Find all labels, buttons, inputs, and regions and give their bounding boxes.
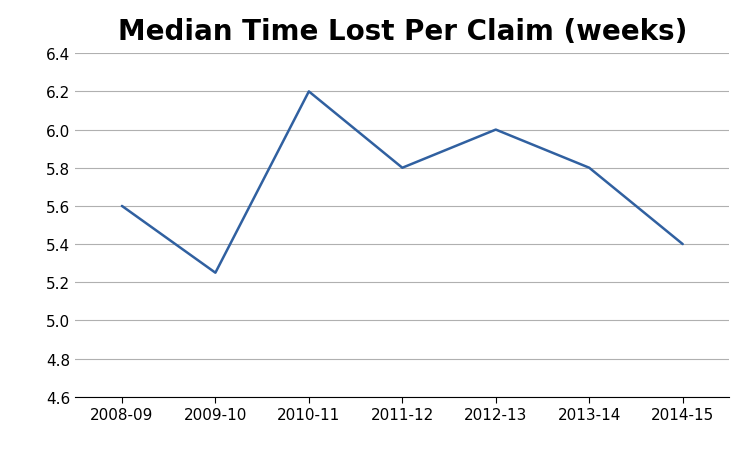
Title: Median Time Lost Per Claim (weeks): Median Time Lost Per Claim (weeks): [117, 18, 687, 46]
